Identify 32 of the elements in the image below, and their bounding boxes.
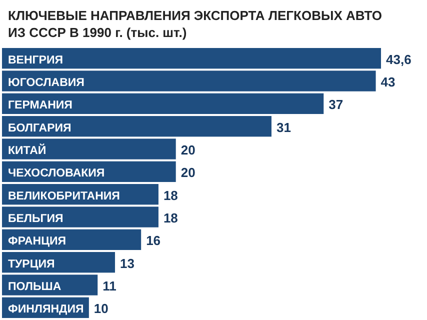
- y-tick-label: БЕЛЬГИЯ: [8, 213, 64, 226]
- y-tick-label: КИТАЙ: [8, 143, 46, 158]
- data-label: 11: [102, 278, 116, 294]
- y-tick-label: ФИНЛЯНДИЯ: [8, 304, 84, 316]
- data-label: 20: [180, 165, 196, 180]
- data-label: 16: [146, 233, 161, 248]
- data-label: 18: [163, 210, 178, 226]
- y-tick-label: ГЕРМАНИЯ: [8, 100, 72, 112]
- y-tick-label: ВЕНГРИЯ: [8, 54, 64, 66]
- data-label: 20: [180, 142, 196, 158]
- data-label: 31: [276, 120, 291, 135]
- data-label: 13: [120, 256, 134, 271]
- bar: [2, 206, 158, 228]
- y-tick-label: ФРАНЦИЯ: [8, 236, 66, 248]
- bar: [2, 116, 272, 137]
- data-label: 10: [94, 301, 108, 316]
- y-tick-label: ВЕЛИКОБРИТАНИЯ: [8, 190, 120, 202]
- y-tick-label: ЧЕХОСЛОВАКИЯ: [8, 168, 105, 180]
- y-tick-label: БОЛГАРИЯ: [8, 122, 72, 134]
- data-label: 43,6: [386, 52, 412, 67]
- bar: [2, 138, 176, 160]
- bar: [2, 70, 376, 92]
- bar: [2, 252, 116, 273]
- bar: [2, 48, 381, 69]
- chart-title: КЛЮЧЕВЫЕ НАПРАВЛЕНИЯ ЭКСПОРТА ЛЕГКОВЫХ АВТО ИЗ СССР В 1990 г. (тыс. шт.): [8, 8, 382, 40]
- data-label: 43: [380, 74, 396, 90]
- y-tick-label: ПОЛЬША: [8, 281, 62, 294]
- y-tick-label: ТУРЦИЯ: [8, 258, 55, 270]
- bar: [2, 93, 324, 114]
- data-label: 37: [328, 97, 344, 112]
- y-tick-label: ЮГОСЛАВИЯ: [8, 77, 84, 90]
- data-label: 18: [163, 188, 178, 203]
